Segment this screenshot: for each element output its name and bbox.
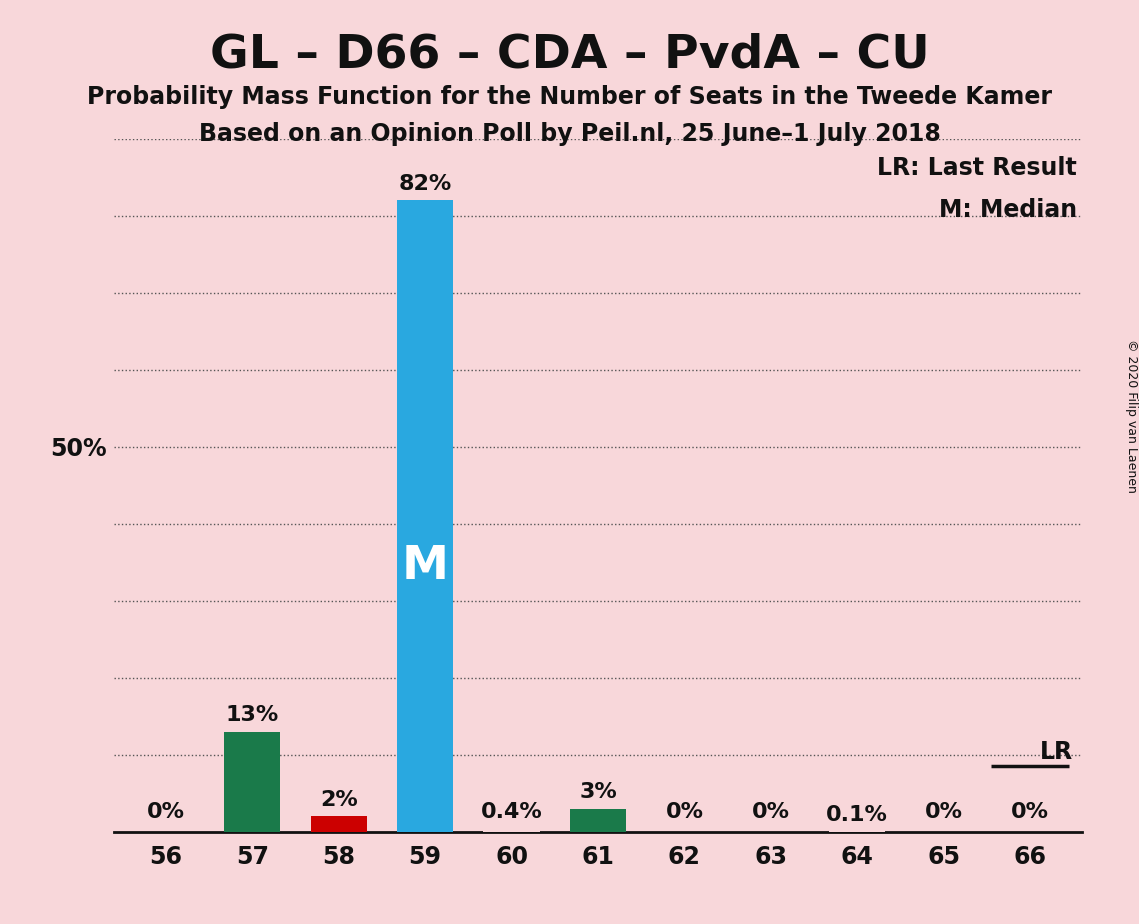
Text: Probability Mass Function for the Number of Seats in the Tweede Kamer: Probability Mass Function for the Number…: [87, 85, 1052, 109]
Text: Based on an Opinion Poll by Peil.nl, 25 June–1 July 2018: Based on an Opinion Poll by Peil.nl, 25 …: [198, 122, 941, 146]
Text: 2%: 2%: [320, 790, 358, 810]
Bar: [398, 201, 453, 832]
Text: M: M: [402, 544, 449, 589]
Text: 0%: 0%: [665, 802, 704, 822]
Bar: [224, 732, 280, 832]
Text: GL – D66 – CDA – PvdA – CU: GL – D66 – CDA – PvdA – CU: [210, 32, 929, 78]
Text: 0%: 0%: [147, 802, 185, 822]
Text: 0%: 0%: [1011, 802, 1049, 822]
Text: 0.4%: 0.4%: [481, 802, 542, 822]
Text: © 2020 Filip van Laenen: © 2020 Filip van Laenen: [1124, 339, 1138, 492]
Text: LR: LR: [1040, 740, 1073, 764]
Bar: [483, 829, 540, 832]
Text: 82%: 82%: [399, 174, 452, 194]
Text: 0%: 0%: [925, 802, 962, 822]
Text: LR: Last Result: LR: Last Result: [877, 156, 1077, 180]
Text: 0%: 0%: [752, 802, 789, 822]
Text: 13%: 13%: [226, 705, 279, 725]
Text: 0.1%: 0.1%: [827, 805, 888, 824]
Bar: [570, 808, 626, 832]
Bar: [311, 816, 367, 832]
Text: 3%: 3%: [579, 783, 617, 802]
Text: M: Median: M: Median: [939, 198, 1077, 222]
